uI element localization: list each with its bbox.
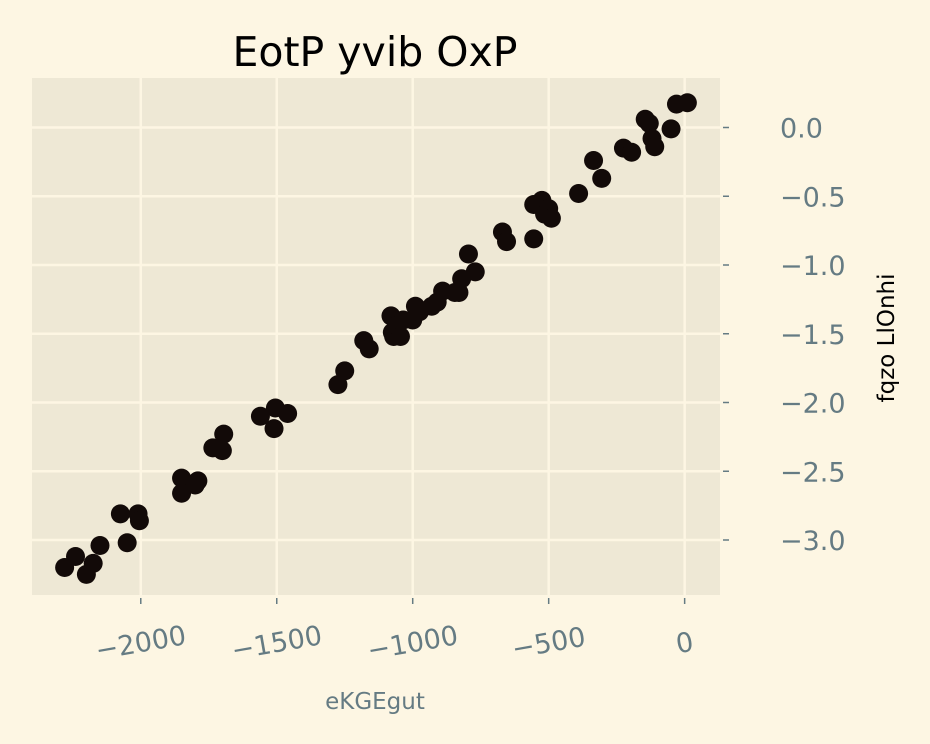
x-tick-label: 0	[674, 627, 696, 661]
y-tick-label: 0.0	[780, 114, 823, 145]
scatter-point	[264, 419, 284, 439]
scatter-point	[458, 244, 478, 264]
data-points	[55, 93, 697, 584]
scatter-point	[188, 471, 208, 491]
scatter-point	[639, 113, 659, 133]
scatter-point	[172, 483, 192, 503]
y-axis-ticks: 0.0 −0.5 −1.0 −1.5 −2.0 −2.5 −3.0	[723, 114, 846, 557]
y-tick-label: −2.0	[780, 389, 846, 420]
scatter-point	[212, 441, 232, 461]
scatter-point	[622, 142, 642, 162]
scatter-point	[677, 93, 697, 113]
scatter-point	[83, 553, 103, 573]
scatter-point	[390, 327, 410, 346]
scatter-point	[541, 208, 561, 228]
scatter-point	[661, 119, 681, 139]
y-gridlines	[32, 126, 720, 542]
plot-area	[32, 78, 720, 595]
scatter-point	[250, 406, 270, 426]
scatter-point	[90, 536, 110, 555]
scatter-point	[524, 229, 544, 249]
y-tick-label: −3.0	[780, 526, 846, 557]
y-tick-label: −0.5	[780, 182, 846, 213]
y-tick-label: −2.5	[780, 457, 846, 488]
scatter-point	[214, 424, 234, 444]
scatter-point	[359, 339, 379, 359]
scatter-point	[117, 533, 137, 553]
x-axis-label: eKGEgut	[325, 689, 425, 715]
scatter-point	[584, 151, 604, 170]
y-axis-label: fqzo LlOnhi	[874, 273, 900, 402]
scatter-point	[645, 137, 665, 157]
scatter-point	[569, 184, 589, 203]
scatter-point	[465, 262, 485, 282]
chart-title: EotP yvib OxP	[232, 28, 517, 76]
scatter-point	[335, 361, 355, 381]
y-tick-label: −1.0	[780, 251, 846, 282]
scatter-point	[129, 511, 149, 531]
y-tick-label: −1.5	[780, 320, 846, 351]
scatter-point	[497, 232, 517, 252]
scatter-point	[110, 504, 130, 524]
scatter-point	[278, 404, 298, 423]
scatter-point	[66, 547, 86, 566]
x-gridlines	[139, 78, 686, 595]
scatter-point	[592, 168, 612, 188]
